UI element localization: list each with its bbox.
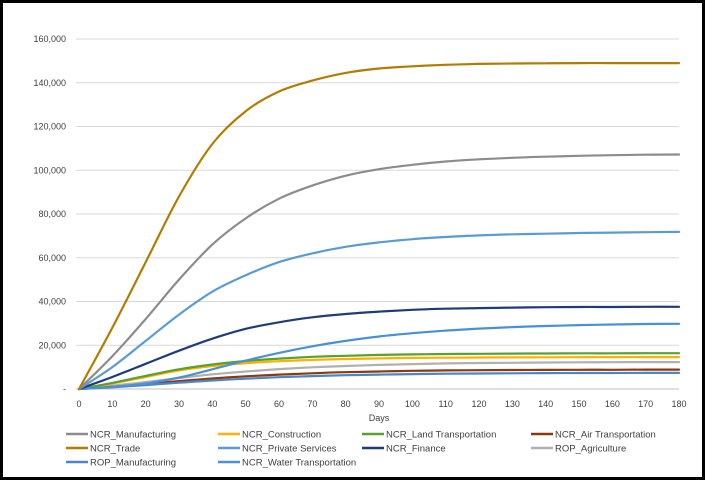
x-tick-label: 20 [141, 399, 151, 409]
x-tick-label: 70 [307, 399, 317, 409]
series-line-rop-manufacturing [77, 371, 681, 391]
x-axis-label: Days [369, 413, 390, 423]
x-tick-label: 180 [671, 399, 686, 409]
y-tick-label: 20,000 [38, 340, 66, 350]
series-line-ncr-water-transportation [77, 322, 681, 391]
x-tick-label: 60 [274, 399, 284, 409]
x-tick-label: 0 [76, 399, 81, 409]
legend-label: NCR_Manufacturing [90, 430, 176, 441]
series-line-ncr-air-transportation [77, 368, 681, 391]
y-tick-label: 80,000 [38, 209, 66, 219]
y-tick-label: - [63, 384, 66, 394]
x-tick-label: 50 [241, 399, 251, 409]
x-tick-label: 90 [374, 399, 384, 409]
x-tick-label: 120 [471, 399, 486, 409]
y-tick-label: 140,000 [33, 78, 66, 88]
x-tick-label: 30 [174, 399, 184, 409]
series-line-ncr-land-transportation [77, 352, 681, 391]
legend-label: NCR_Construction [242, 430, 321, 441]
series-line-ncr-finance [77, 305, 681, 391]
x-tick-label: 40 [207, 399, 217, 409]
series-line-ncr-manufacturing [77, 153, 681, 391]
x-tick-label: 10 [107, 399, 117, 409]
legend: NCR_Manufacturing NCR_Construction NCR_Lan… [66, 430, 656, 469]
legend-label: NCR_Finance [386, 444, 446, 455]
legend-label: NCR_Private Services [242, 444, 337, 455]
x-tick-label: 130 [505, 399, 520, 409]
x-tick-label: 150 [571, 399, 586, 409]
y-tick-label: 40,000 [38, 297, 66, 307]
x-axis-ticks: 0 10 20 30 40 50 60 70 80 90 100 110 120 130 140 150 160… [76, 399, 686, 409]
y-tick-label: 60,000 [38, 253, 66, 263]
x-tick-label: 160 [605, 399, 620, 409]
legend-label: NCR_Trade [90, 444, 140, 455]
legend-label: ROP_Manufacturing [90, 458, 176, 469]
legend-label: NCR_Land Transportation [386, 430, 496, 441]
legend-label: NCR_Water Transportation [242, 458, 356, 469]
x-tick-label: 170 [638, 399, 653, 409]
x-tick-label: 80 [341, 399, 351, 409]
y-tick-label: 120,000 [33, 122, 66, 132]
x-tick-label: 100 [405, 399, 420, 409]
y-tick-label: 100,000 [33, 165, 66, 175]
x-tick-label: 110 [438, 399, 452, 409]
series-lines [77, 61, 681, 391]
series-line-ncr-private-services [77, 230, 681, 391]
legend-label: NCR_Air Transportation [555, 430, 656, 441]
series-line-ncr-trade [77, 61, 681, 391]
y-axis-ticks: - 20,000 40,000 60,000 80,000 100,000 120,000 1… [33, 34, 66, 394]
legend-label: ROP_Agriculture [555, 444, 626, 455]
y-tick-label: 160,000 [33, 34, 66, 44]
x-tick-label: 140 [538, 399, 553, 409]
